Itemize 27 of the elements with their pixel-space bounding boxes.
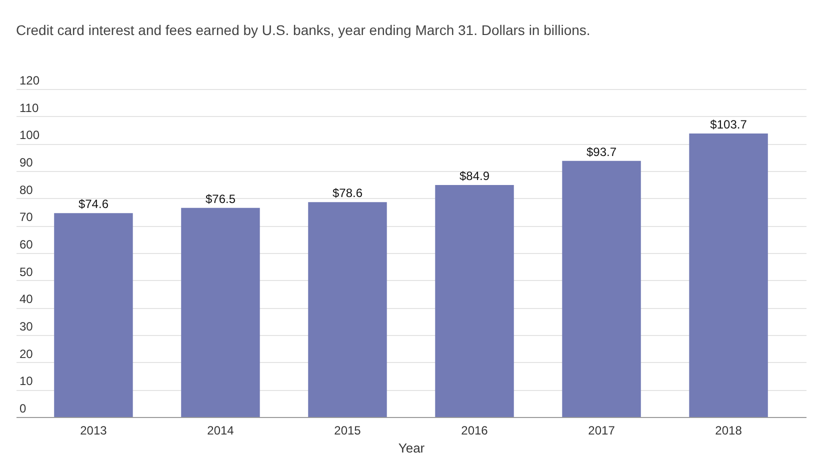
y-tick-label: 10 <box>20 374 34 388</box>
data-label: $103.7 <box>710 118 748 132</box>
data-label: $84.9 <box>459 168 490 183</box>
data-label: $76.5 <box>205 192 236 206</box>
chart-title: Credit card interest and fees earned by U.S. banks, year ending March 31. Dollars in billions. <box>16 22 590 38</box>
data-label: $78.6 <box>332 186 363 200</box>
y-tick-label: 90 <box>20 156 34 170</box>
x-tick-label: 2018 <box>715 424 742 438</box>
x-tick-label: 2017 <box>588 424 616 438</box>
y-tick-label: 20 <box>20 346 34 361</box>
data-label: $74.6 <box>78 197 109 212</box>
x-axis-title: Year <box>398 440 426 456</box>
x-tick-label: 2016 <box>461 424 488 438</box>
y-tick-label: 30 <box>20 320 34 334</box>
x-tick-label: 2013 <box>80 424 108 438</box>
x-tick-label: 2015 <box>334 424 362 438</box>
y-tick-label: 100 <box>20 128 40 142</box>
y-tick-label: 60 <box>20 238 34 252</box>
y-tick-label: 70 <box>20 210 34 224</box>
x-tick-label: 2014 <box>207 424 234 438</box>
y-tick-label: 80 <box>20 182 34 197</box>
y-tick-label: 50 <box>20 264 34 279</box>
y-tick-label: 120 <box>20 74 40 88</box>
y-tick-label: 0 <box>20 402 26 416</box>
data-label: $93.7 <box>586 144 617 159</box>
y-tick-label: 40 <box>20 292 34 306</box>
y-tick-label: 110 <box>20 100 39 115</box>
